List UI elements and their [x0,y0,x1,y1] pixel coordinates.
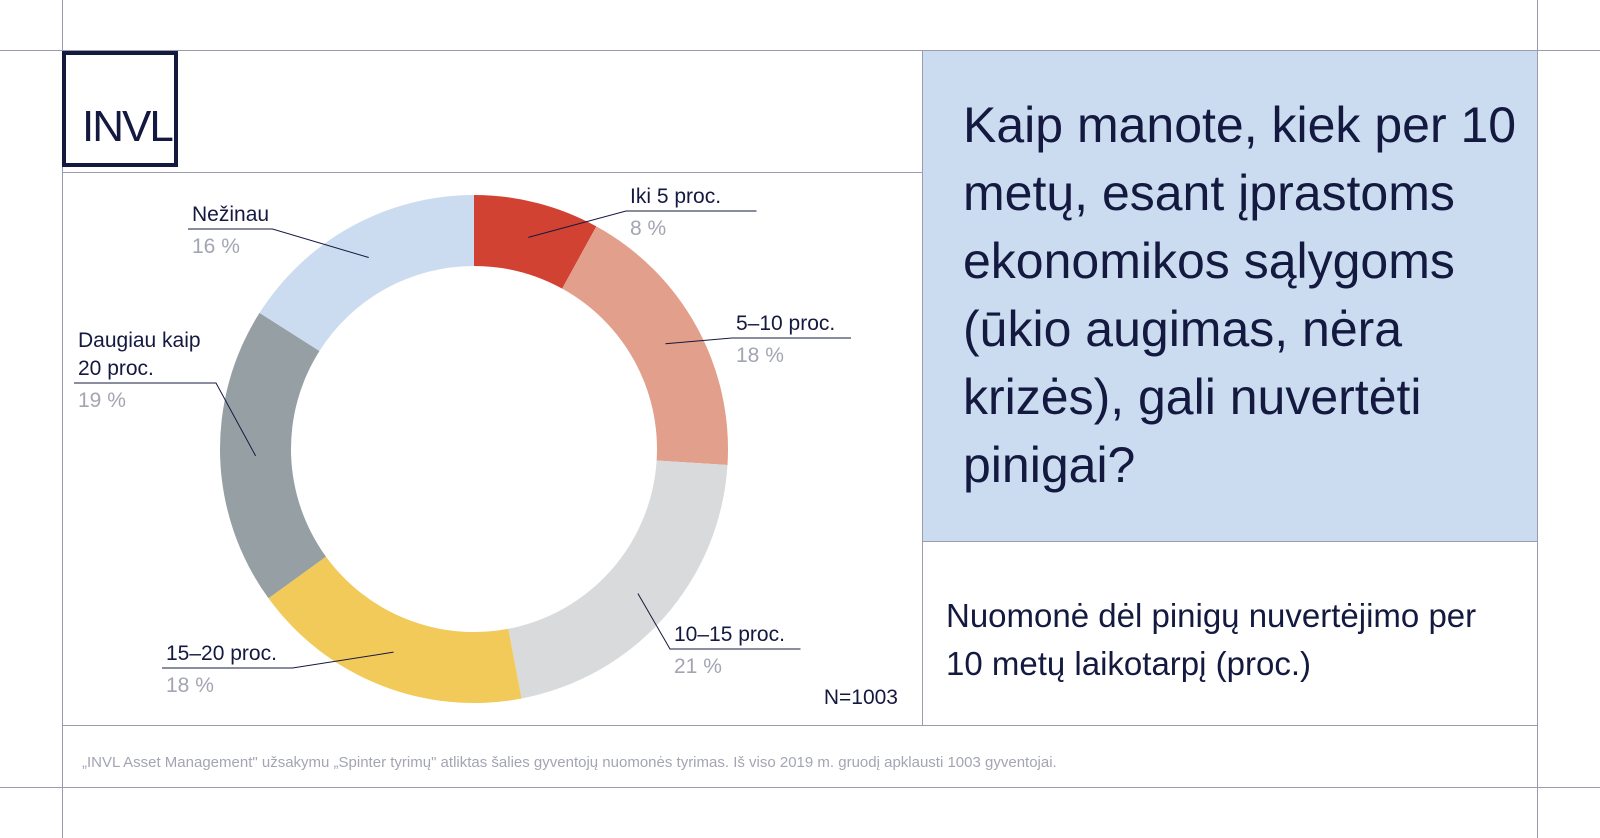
leader-line [188,228,369,259]
slice-label: Iki 5 proc. [630,185,721,208]
slice-value-label: 18 % [166,674,214,697]
grid-line-left [62,0,63,838]
grid-line-top [0,50,1600,51]
donut-slice [474,195,597,289]
question-panel: Kaip manote, kiek per 10 metų, esant įpr… [923,51,1537,541]
footnote: „INVL Asset Management" užsakymu „Spinte… [82,754,1057,771]
grid-line-center [922,50,923,725]
grid-line-footer [0,787,1600,788]
grid-line-right-mid [923,541,1537,542]
donut-slice [220,312,326,599]
leader-line [74,382,257,457]
slice-label: Daugiau kaip [78,329,201,352]
grid-line-right [1537,0,1538,838]
slice-value-label: 19 % [78,389,126,412]
slice-label: Nežinau [192,203,269,226]
leader-line [528,210,757,238]
sample-size-label: N=1003 [824,686,898,709]
logo-text: INVL [82,102,174,151]
grid-line-chart-top [62,172,923,173]
slice-label: 5–10 proc. [736,312,835,335]
chart-subtitle: Nuomonė dėl pinigų nuvertėjimo per 10 me… [946,597,1477,682]
donut-slice [268,556,522,703]
chart-question: Kaip manote, kiek per 10 metų, esant įpr… [963,97,1517,493]
leader-line [637,593,801,650]
donut-slice [508,460,728,699]
grid-line-bottom [62,725,1537,726]
slice-label: 20 proc. [78,357,154,380]
donut-slice [259,195,474,351]
leader-line [162,651,394,669]
donut-chart: Iki 5 proc. 8 % 5–10 proc. 18 % 10–15 proc. 2… [74,185,898,709]
slice-value-label: 18 % [736,344,784,367]
slice-label: 15–20 proc. [166,642,277,665]
slice-label: 10–15 proc. [674,623,785,646]
slice-value-label: 21 % [674,655,722,678]
donut-slice [562,226,728,465]
slice-value-label: 16 % [192,235,240,258]
slice-value-label: 8 % [630,217,666,240]
leader-line [665,337,851,345]
invl-logo: INVL [62,51,178,167]
